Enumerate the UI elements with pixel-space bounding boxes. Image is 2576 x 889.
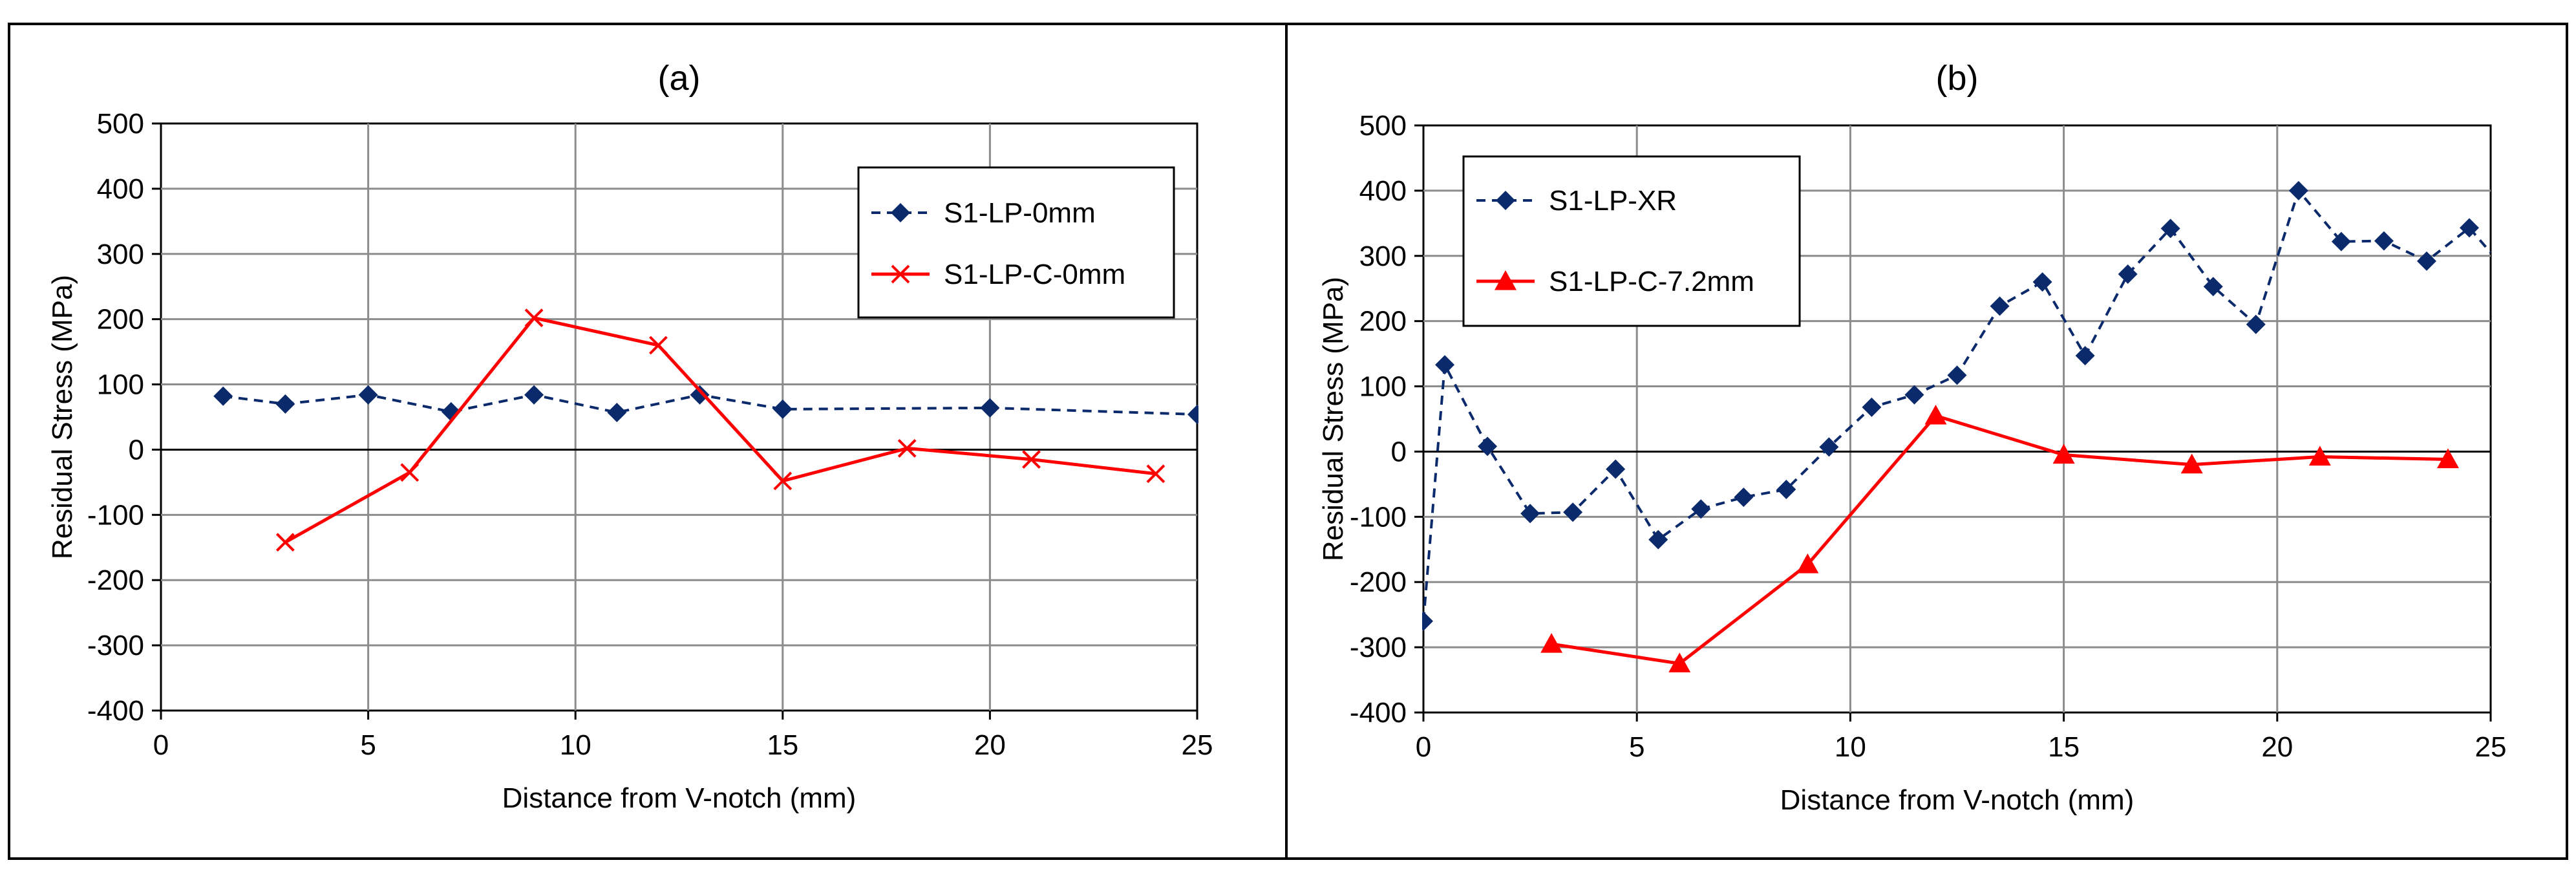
x-tick-label: 25 [1182,729,1213,761]
data-point [1990,296,2010,316]
chart-panel-b: (b) -400 -300 -200 -100 0 100 200 300 400 500 0 5 10 1… [1285,23,2568,860]
data-point [1540,633,1562,653]
data-point [1520,504,1540,523]
legend: S1-LP-0mm S1-LP-C-0mm [858,167,1174,317]
chart-b-svg: (b) -400 -300 -200 -100 0 100 200 300 400 500 0 5 10 1… [1288,25,2566,857]
data-point [2076,346,2095,365]
x-axis-title: Distance from V-notch (mm) [1780,784,2134,816]
data-point [690,385,710,405]
y-tick-label: 300 [97,239,144,270]
data-point [401,464,418,481]
data-point [2246,315,2266,334]
x-tick-label: 0 [1416,731,1431,763]
legend-box [858,167,1174,317]
x-tick-label: 25 [2475,731,2507,763]
legend-label: S1-LP-C-0mm [944,259,1125,290]
y-tick-label: 400 [97,173,144,205]
legend-label: S1-LP-0mm [944,197,1096,229]
x-tick-label: 20 [2261,731,2293,763]
data-point [1924,405,1946,425]
y-tick-label: -400 [87,695,144,727]
x-tick-label: 5 [360,729,376,761]
y-axis-title: Residual Stress (MPa) [1317,277,1349,561]
y-axis-title: Residual Stress (MPa) [47,275,78,559]
data-point [1948,365,1967,385]
data-point [2033,272,2052,292]
y-tick-label: 200 [1359,306,1407,337]
x-tick-label: 15 [767,729,798,761]
y-tick-label: -300 [87,630,144,661]
legend-label: S1-LP-C-7.2mm [1549,266,1754,297]
series-S1-LP-C-7.2mm [1540,405,2459,672]
data-point [1734,487,1753,507]
legend: S1-LP-XR S1-LP-C-7.2mm [1464,156,1800,326]
y-tick-label: -200 [87,564,144,596]
data-point [1691,499,1710,519]
y-tick-label: 0 [129,434,144,466]
data-point [980,398,999,418]
y-tick-label: -100 [1350,501,1407,533]
data-point [1606,460,1625,479]
y-tick-label: 400 [1359,175,1407,207]
x-tick-label: 0 [153,729,169,761]
y-tick-label: 0 [1391,436,1407,467]
y-tick-label: -400 [1350,697,1407,729]
data-point [277,534,293,551]
y-tick-label: 100 [97,369,144,401]
x-tick-label: 5 [1629,731,1645,763]
y-tick-label: 200 [97,304,144,336]
x-tick-label: 15 [2048,731,2080,763]
data-point [1648,530,1668,550]
legend-label: S1-LP-XR [1549,185,1677,217]
data-point [2118,264,2138,284]
x-tick-label: 10 [560,729,591,761]
data-point [1478,436,1497,456]
data-point [275,394,295,414]
y-tick-label: 100 [1359,371,1407,403]
data-point [1904,385,1924,405]
y-tick-label: 300 [1359,241,1407,272]
chart-title: (a) [658,59,701,98]
x-tick-label: 20 [974,729,1006,761]
data-point [2374,231,2394,251]
data-point [1862,398,1881,417]
data-point [607,403,626,422]
data-point [524,385,544,405]
x-tick-label: 10 [1835,731,1866,763]
series-line-S1-LP-C-7.2mm [1551,416,2448,663]
chart-a-svg: (a) -400 -300 -200 -100 0 100 200 300 400 500 0 5 10 1… [10,25,1288,857]
data-point [773,400,793,419]
y-tick-label: -100 [87,499,144,531]
data-point [1187,405,1207,424]
legend-box [1464,156,1800,326]
y-tick-label: 500 [1359,110,1407,142]
y-tick-label: -300 [1350,632,1407,663]
y-tick-label: 500 [97,108,144,140]
data-point [359,385,378,405]
chart-panel-a: (a) -400 -300 -200 -100 0 100 200 300 400 500 0 5 10 1… [8,23,1291,860]
data-point [213,387,233,406]
data-point [1435,355,1454,374]
y-tick-label: -200 [1350,566,1407,598]
data-point [1414,612,1433,631]
series-line-S1-LP-C-0mm [285,318,1156,542]
chart-title: (b) [1936,59,1979,98]
x-axis-title: Distance from V-notch (mm) [502,782,857,814]
series-S1-LP-0mm [213,385,1207,424]
